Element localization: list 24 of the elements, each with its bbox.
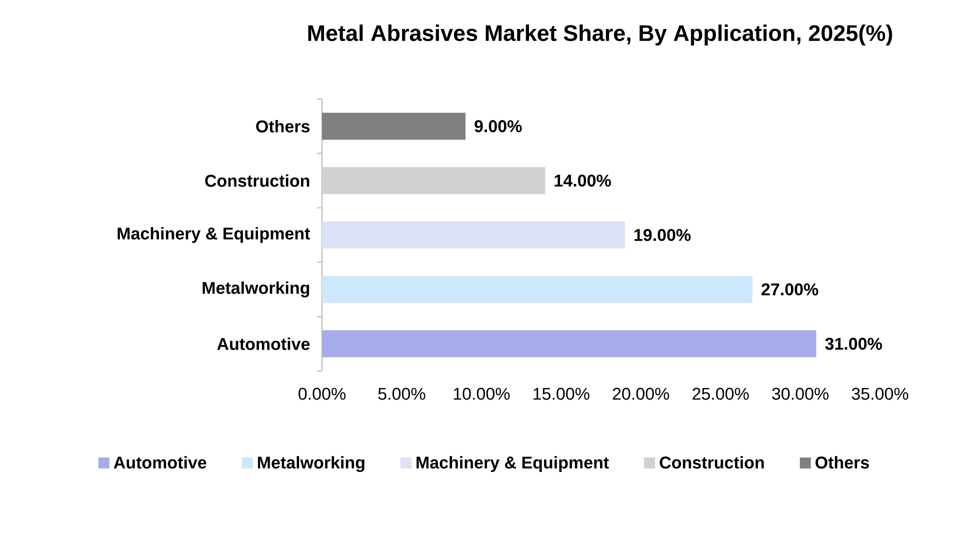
y-tick-label: Others xyxy=(256,120,310,132)
legend-label: Others xyxy=(816,456,869,469)
x-tick-label: 20.00% xyxy=(612,388,670,400)
x-tick-label: 5.00% xyxy=(378,388,426,400)
chart-title: Metal Abrasives Market Share, By Application, 2025(%) xyxy=(308,24,892,46)
x-tick-label: 0.00% xyxy=(298,388,346,400)
y-tick-label: Metalworking xyxy=(202,281,310,298)
y-tick-label: Automotive xyxy=(217,338,310,350)
data-label: 14.00% xyxy=(554,174,611,187)
x-tick-label: 10.00% xyxy=(454,388,510,400)
legend-label: Construction xyxy=(660,456,764,469)
x-tick-label: 30.00% xyxy=(772,388,829,400)
y-tick-label: Machinery & Equipment xyxy=(118,227,310,243)
legend-label: Machinery & Equipment xyxy=(416,456,609,472)
data-label: 19.00% xyxy=(634,228,691,242)
legend-label: Metalworking xyxy=(258,456,364,472)
y-tick-label: Construction xyxy=(205,174,310,187)
x-tick-label: 35.00% xyxy=(852,388,908,400)
legend-label: Automotive xyxy=(114,456,206,469)
data-label: 27.00% xyxy=(762,283,818,296)
x-tick-label: 25.00% xyxy=(692,388,749,400)
x-tick-label: 15.00% xyxy=(534,388,590,400)
data-label: 31.00% xyxy=(825,338,882,350)
data-label: 9.00% xyxy=(474,120,522,132)
